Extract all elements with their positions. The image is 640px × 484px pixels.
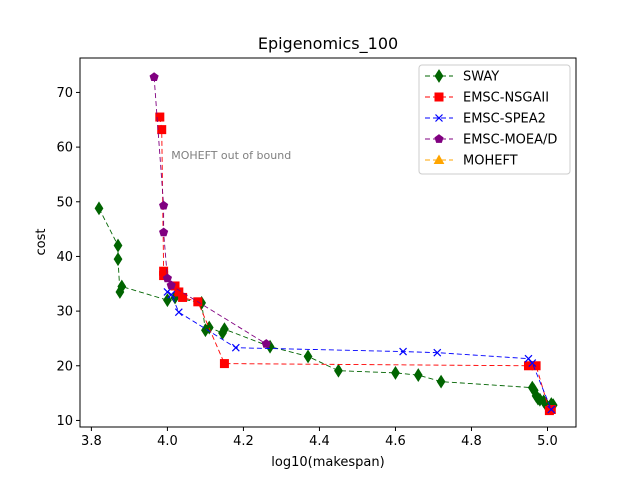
y-tick-label: 20 <box>56 359 73 374</box>
legend-marker <box>435 114 443 122</box>
y-axis-label: cost <box>34 229 49 256</box>
legend-label: SWAY <box>463 70 499 85</box>
data-point-sway <box>113 252 123 267</box>
data-point-emsc-spea2 <box>163 288 172 296</box>
legend-marker <box>434 69 444 83</box>
data-point-emsc-spea2 <box>231 343 240 352</box>
legend-item-moheft: MOHEFT <box>425 154 518 169</box>
x-tick-label: 4.0 <box>157 434 178 449</box>
axes-frame <box>79 57 577 428</box>
y-tick-label: 70 <box>56 86 73 101</box>
data-point-emsc-moea-d <box>149 72 159 82</box>
data-point-emsc-moea-d <box>162 273 172 283</box>
data-point-emsc-spea2 <box>399 347 407 356</box>
plot-area <box>94 72 558 416</box>
legend-item-emsc-nsgaii: EMSC-NSGAII <box>425 91 549 106</box>
y-tick-label: 40 <box>56 250 73 265</box>
data-point-sway <box>391 365 400 380</box>
data-point-sway <box>334 363 343 378</box>
legend-frame <box>418 64 571 175</box>
data-point-emsc-spea2 <box>433 348 442 357</box>
data-point-sway <box>204 320 214 335</box>
x-tick-label: 5.0 <box>537 434 558 449</box>
legend-label: EMSC-MOEA/D <box>463 133 557 148</box>
data-point-emsc-nsgaii <box>157 125 167 135</box>
x-axis: 3.8 4.0 4.2 4.4 4.6 4.8 5.0 <box>81 427 558 449</box>
data-point-sway <box>117 279 127 294</box>
legend-marker <box>434 92 444 102</box>
legend: SWAY EMSC-NSGAII EMSC-SPEA2 EMSC-MOEA/D MOHE… <box>418 64 571 175</box>
data-point-emsc-nsgaii <box>178 292 188 302</box>
series-emsc-moea-d <box>149 72 271 348</box>
data-point-emsc-spea2 <box>528 359 537 367</box>
data-point-emsc-nsgaii <box>219 359 229 369</box>
data-point-emsc-spea2 <box>174 308 183 317</box>
legend-item-emsc-spea2: EMSC-SPEA2 <box>425 112 546 127</box>
data-point-sway <box>220 322 229 337</box>
data-point-emsc-spea2 <box>547 405 556 414</box>
series-emsc-spea2 <box>163 288 556 414</box>
data-point-sway <box>436 374 446 389</box>
x-tick-label: 4.6 <box>385 434 406 449</box>
y-axis: 10 20 30 40 50 60 70 <box>56 86 80 429</box>
data-point-emsc-moea-d <box>159 227 169 237</box>
data-point-emsc-spea2 <box>167 290 176 299</box>
annotation-moheft: MOHEFT out of bound <box>171 149 291 162</box>
x-tick-label: 3.8 <box>81 434 102 449</box>
data-point-emsc-moea-d <box>166 280 176 290</box>
legend-marker <box>433 154 445 164</box>
data-point-sway <box>163 293 172 308</box>
data-point-sway <box>113 238 123 253</box>
y-tick-label: 10 <box>56 414 73 429</box>
legend-item-emsc-moea-d: EMSC-MOEA/D <box>425 133 557 148</box>
data-point-emsc-nsgaii <box>531 361 541 371</box>
x-tick-label: 4.2 <box>233 434 254 449</box>
x-tick-label: 4.8 <box>461 434 482 449</box>
legend-item-sway: SWAY <box>425 69 499 85</box>
legend-label: EMSC-SPEA2 <box>463 112 546 127</box>
data-point-emsc-moea-d <box>159 200 169 210</box>
y-tick-label: 50 <box>56 195 73 210</box>
legend-marker <box>434 134 444 143</box>
data-point-emsc-nsgaii <box>155 112 165 122</box>
y-tick-label: 60 <box>56 141 73 156</box>
x-tick-label: 4.4 <box>309 434 330 449</box>
series-line-emsc-moea-d <box>153 77 267 345</box>
data-point-sway <box>303 349 313 364</box>
data-point-sway <box>413 368 423 383</box>
data-point-emsc-moea-d <box>261 339 271 348</box>
y-tick-label: 30 <box>56 305 73 320</box>
data-point-sway <box>94 201 104 216</box>
legend-label: MOHEFT <box>463 154 518 169</box>
x-axis-label: log10(makespan) <box>271 455 384 470</box>
chart-title: Epigenomics_100 <box>258 34 398 54</box>
data-point-emsc-nsgaii <box>523 361 533 371</box>
legend-label: EMSC-NSGAII <box>463 91 549 106</box>
